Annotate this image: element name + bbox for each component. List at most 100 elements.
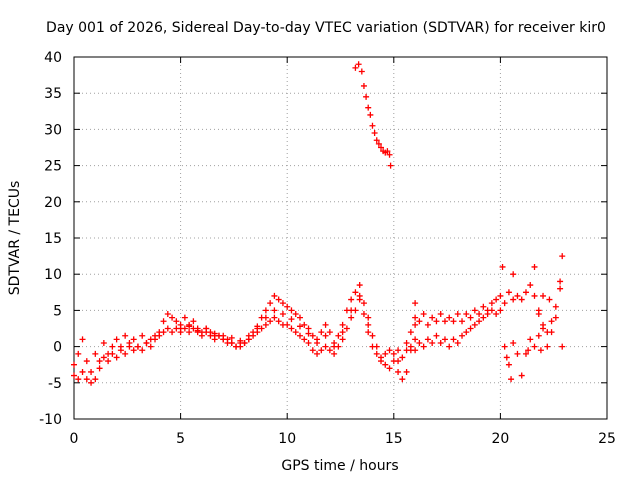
data-point bbox=[258, 325, 265, 332]
x-axis-label: GPS time / hours bbox=[281, 458, 398, 474]
data-point bbox=[503, 354, 510, 361]
data-point bbox=[531, 292, 538, 299]
data-point bbox=[198, 332, 205, 339]
data-point bbox=[367, 111, 374, 118]
data-point bbox=[147, 343, 154, 350]
data-point bbox=[459, 332, 466, 339]
series-outliers bbox=[395, 263, 566, 383]
y-tick-label: 0 bbox=[53, 340, 62, 356]
data-point bbox=[75, 376, 82, 383]
data-point bbox=[559, 343, 566, 350]
data-point bbox=[88, 368, 95, 375]
data-point bbox=[254, 329, 261, 336]
data-point bbox=[275, 296, 282, 303]
data-point bbox=[358, 68, 365, 75]
data-point bbox=[459, 318, 466, 325]
data-point bbox=[100, 354, 107, 361]
data-point bbox=[437, 339, 444, 346]
data-point bbox=[309, 347, 316, 354]
data-point bbox=[514, 292, 521, 299]
data-point bbox=[508, 376, 515, 383]
data-point bbox=[356, 292, 363, 299]
data-point bbox=[450, 318, 457, 325]
data-point bbox=[471, 321, 478, 328]
data-point bbox=[152, 336, 159, 343]
data-point bbox=[412, 314, 419, 321]
data-point bbox=[309, 332, 316, 339]
data-point bbox=[75, 350, 82, 357]
data-point bbox=[433, 332, 440, 339]
data-point bbox=[301, 336, 308, 343]
data-point bbox=[522, 350, 529, 357]
data-point bbox=[79, 336, 86, 343]
data-point bbox=[369, 343, 376, 350]
y-tick-label: 10 bbox=[44, 267, 62, 283]
data-point bbox=[271, 314, 278, 321]
data-point bbox=[139, 347, 146, 354]
data-point bbox=[292, 329, 299, 336]
data-point bbox=[424, 321, 431, 328]
y-axis-label: SDTVAR / TECUs bbox=[7, 181, 23, 296]
data-point bbox=[476, 318, 483, 325]
data-point bbox=[322, 321, 329, 328]
data-point bbox=[365, 314, 372, 321]
data-point bbox=[83, 376, 90, 383]
data-point bbox=[546, 296, 553, 303]
data-point bbox=[535, 332, 542, 339]
data-point bbox=[403, 347, 410, 354]
data-point bbox=[373, 350, 380, 357]
data-point bbox=[322, 343, 329, 350]
data-point bbox=[510, 296, 517, 303]
data-point bbox=[552, 303, 559, 310]
series-track-b bbox=[71, 296, 419, 386]
data-point bbox=[514, 350, 521, 357]
data-point bbox=[552, 314, 559, 321]
data-point bbox=[262, 307, 269, 314]
x-tick-label: 5 bbox=[176, 431, 185, 447]
data-point bbox=[365, 321, 372, 328]
data-point bbox=[126, 343, 133, 350]
data-point bbox=[279, 311, 286, 318]
data-point bbox=[92, 350, 99, 357]
data-point bbox=[339, 321, 346, 328]
data-point bbox=[403, 339, 410, 346]
data-point bbox=[352, 289, 359, 296]
data-point bbox=[211, 336, 218, 343]
data-point bbox=[544, 343, 551, 350]
data-point bbox=[510, 271, 517, 278]
data-point bbox=[480, 303, 487, 310]
data-point bbox=[378, 144, 385, 151]
x-tick-label: 10 bbox=[278, 431, 296, 447]
data-point bbox=[559, 253, 566, 260]
data-point bbox=[164, 311, 171, 318]
data-point bbox=[228, 334, 235, 341]
plot-frame bbox=[73, 56, 608, 420]
data-point bbox=[412, 347, 419, 354]
data-point bbox=[322, 332, 329, 339]
series-track-f bbox=[352, 61, 394, 169]
data-point bbox=[296, 332, 303, 339]
data-point bbox=[369, 332, 376, 339]
data-point bbox=[348, 296, 355, 303]
data-point bbox=[365, 329, 372, 336]
data-point bbox=[339, 329, 346, 336]
data-point bbox=[424, 336, 431, 343]
data-point bbox=[348, 307, 355, 314]
y-tick-label: 20 bbox=[44, 195, 62, 211]
data-point bbox=[369, 122, 376, 129]
data-point bbox=[130, 347, 137, 354]
data-point bbox=[241, 339, 248, 346]
data-point bbox=[420, 343, 427, 350]
data-point bbox=[548, 318, 555, 325]
data-point bbox=[384, 148, 391, 155]
data-point bbox=[488, 300, 495, 307]
data-point bbox=[497, 292, 504, 299]
data-point bbox=[262, 314, 269, 321]
data-point bbox=[441, 318, 448, 325]
data-point bbox=[522, 289, 529, 296]
data-point bbox=[371, 130, 378, 137]
data-point bbox=[386, 347, 393, 354]
data-point bbox=[305, 325, 312, 332]
data-point bbox=[412, 336, 419, 343]
data-point bbox=[527, 282, 534, 289]
